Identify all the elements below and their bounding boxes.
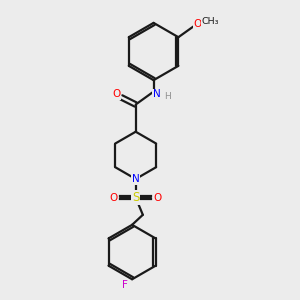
Text: S: S xyxy=(132,191,140,204)
Text: CH₃: CH₃ xyxy=(202,17,219,26)
Text: O: O xyxy=(112,89,121,100)
Text: O: O xyxy=(154,193,162,202)
Text: F: F xyxy=(122,280,128,290)
Text: N: N xyxy=(132,174,140,184)
Text: N: N xyxy=(153,89,160,100)
Text: H: H xyxy=(164,92,171,101)
Text: O: O xyxy=(109,193,118,202)
Text: O: O xyxy=(194,19,202,28)
